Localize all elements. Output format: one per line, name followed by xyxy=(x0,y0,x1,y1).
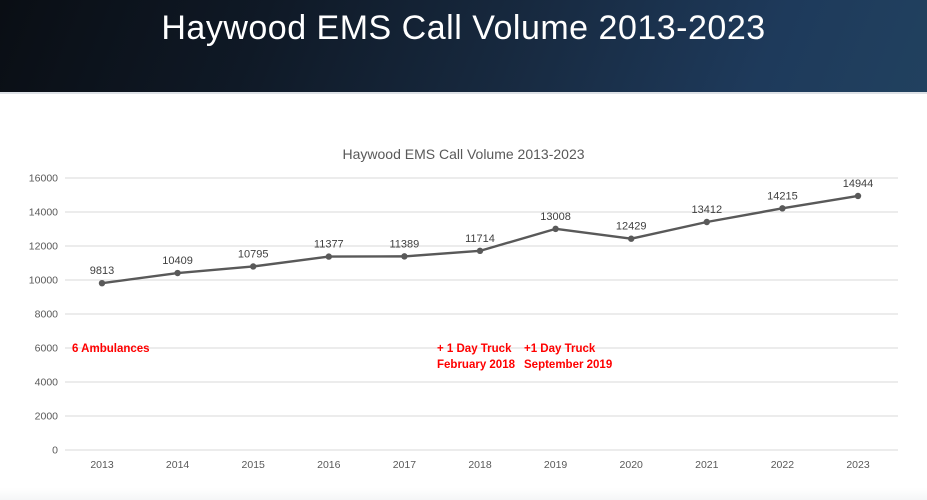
data-label: 13008 xyxy=(540,211,571,223)
x-axis-tick-label: 2019 xyxy=(544,459,568,471)
data-label: 13412 xyxy=(692,204,723,216)
y-axis-tick-label: 0 xyxy=(52,445,58,457)
data-point-marker xyxy=(476,247,484,255)
data-point-marker xyxy=(325,253,332,260)
data-point-marker xyxy=(250,263,257,270)
y-axis-tick-label: 6000 xyxy=(35,343,59,355)
y-axis-tick-label: 10000 xyxy=(29,275,58,287)
data-point-marker xyxy=(552,225,559,233)
x-axis-tick-label: 2022 xyxy=(771,459,795,471)
chart-title: Haywood EMS Call Volume 2013-2023 xyxy=(342,146,585,162)
y-axis-tick-label: 12000 xyxy=(29,241,58,253)
x-axis-tick-label: 2013 xyxy=(90,459,114,471)
data-label: 14944 xyxy=(843,178,874,190)
y-axis-tick-label: 2000 xyxy=(35,411,59,423)
y-axis-tick-label: 4000 xyxy=(35,377,59,389)
data-point-marker xyxy=(779,205,786,212)
x-axis-tick-label: 2016 xyxy=(317,459,341,471)
x-axis-tick-label: 2018 xyxy=(468,459,492,471)
data-label: 12429 xyxy=(616,221,647,233)
line-chart: 0 2000 4000 6000 8000 10000 12000 14000 16000 201… xyxy=(29,173,898,471)
data-point-marker xyxy=(703,218,710,226)
slide-header: Haywood EMS Call Volume 2013-2023 xyxy=(0,0,927,94)
data-point-marker xyxy=(854,192,862,200)
y-axis-tick-label: 8000 xyxy=(35,309,59,321)
annotation-day-truck-feb-2018: + 1 Day Truck February 2018 xyxy=(437,341,515,373)
x-axis-tick-label: 2023 xyxy=(846,459,870,471)
data-label: 11714 xyxy=(465,233,495,245)
annotation-line: February 2018 xyxy=(437,359,515,371)
data-point-marker xyxy=(98,279,106,287)
data-label: 9813 xyxy=(90,265,114,277)
annotation-6-ambulances: 6 Ambulances xyxy=(72,343,150,356)
y-axis-tick-label: 16000 xyxy=(29,173,58,185)
data-label: 14215 xyxy=(767,190,798,202)
data-label: 11389 xyxy=(390,238,420,250)
y-axis-tick-label: 14000 xyxy=(29,207,58,219)
data-label: 11377 xyxy=(314,239,344,251)
x-axis-tick-label: 2020 xyxy=(620,459,644,471)
data-point-marker xyxy=(628,235,635,242)
slide-title: Haywood EMS Call Volume 2013-2023 xyxy=(161,9,766,47)
x-axis-tick-label: 2017 xyxy=(393,459,417,471)
data-label: 10409 xyxy=(162,255,193,267)
x-axis-tick-label: 2015 xyxy=(242,459,266,471)
annotation-line: +1 Day Truck xyxy=(524,343,596,355)
data-label: 10795 xyxy=(238,248,269,260)
annotation-day-truck-sep-2019: +1 Day Truck September 2019 xyxy=(524,341,612,373)
bottom-edge-shading xyxy=(0,488,927,500)
data-point-marker xyxy=(401,253,408,260)
x-axis-tick-label: 2014 xyxy=(166,459,190,471)
annotation-text: 6 Ambulances xyxy=(72,343,150,355)
annotation-line: + 1 Day Truck xyxy=(437,343,512,355)
x-axis-tick-label: 2021 xyxy=(695,459,719,471)
annotation-line: September 2019 xyxy=(524,359,613,371)
data-point-marker xyxy=(174,269,181,277)
